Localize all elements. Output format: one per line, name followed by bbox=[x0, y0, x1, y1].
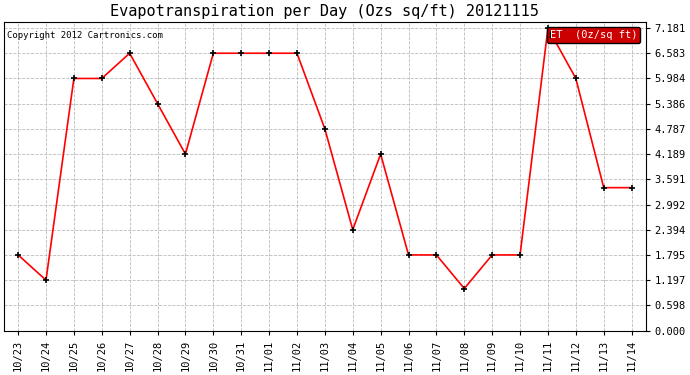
Legend: ET  (0z/sq ft): ET (0z/sq ft) bbox=[546, 27, 640, 43]
Text: Copyright 2012 Cartronics.com: Copyright 2012 Cartronics.com bbox=[8, 31, 164, 40]
Title: Evapotranspiration per Day (Ozs sq/ft) 20121115: Evapotranspiration per Day (Ozs sq/ft) 2… bbox=[110, 4, 540, 19]
